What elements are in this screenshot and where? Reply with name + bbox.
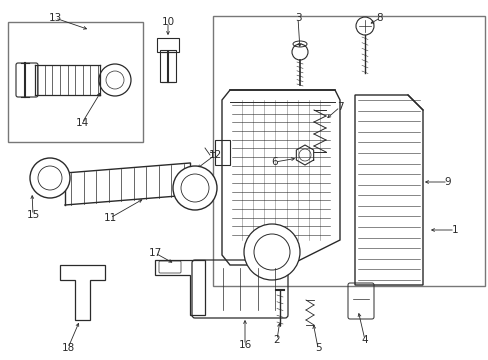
Circle shape — [30, 158, 70, 198]
Text: 5: 5 — [314, 343, 321, 353]
Text: 11: 11 — [103, 213, 116, 223]
Text: 6: 6 — [271, 157, 278, 167]
Text: 4: 4 — [361, 335, 367, 345]
Text: 18: 18 — [61, 343, 75, 353]
Text: 13: 13 — [48, 13, 61, 23]
Text: 12: 12 — [208, 150, 221, 160]
Circle shape — [244, 224, 299, 280]
Bar — [8, 22, 142, 142]
Bar — [157, 38, 179, 52]
Text: 10: 10 — [161, 17, 174, 27]
Text: 3: 3 — [294, 13, 301, 23]
Text: 8: 8 — [376, 13, 383, 23]
Text: 16: 16 — [238, 340, 251, 350]
Text: 14: 14 — [75, 118, 88, 128]
Bar — [160, 50, 176, 82]
Circle shape — [173, 166, 217, 210]
Bar — [213, 16, 484, 286]
Text: 7: 7 — [336, 102, 343, 112]
Text: 9: 9 — [444, 177, 450, 187]
Text: 1: 1 — [451, 225, 457, 235]
Text: 2: 2 — [273, 335, 280, 345]
Text: 17: 17 — [148, 248, 162, 258]
Text: 15: 15 — [26, 210, 40, 220]
